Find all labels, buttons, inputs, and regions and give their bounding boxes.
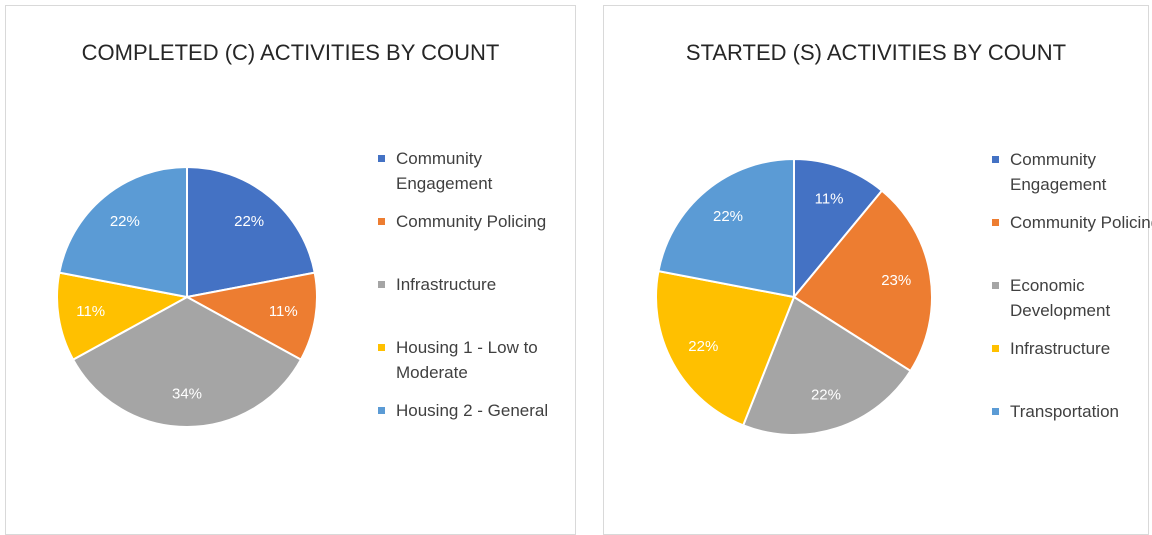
pie-slice bbox=[186, 165, 316, 299]
legend-label: Community Engagement bbox=[1010, 150, 1107, 194]
legend-label: Community Policing bbox=[1010, 213, 1152, 232]
legend-swatch bbox=[992, 345, 999, 352]
pie-slice bbox=[71, 295, 303, 428]
pie-slice bbox=[793, 157, 884, 300]
legend-item: Community Engagement bbox=[378, 146, 556, 196]
legend-swatch bbox=[378, 218, 385, 225]
slice-label: 22% bbox=[811, 386, 841, 403]
legend-swatch bbox=[378, 281, 385, 288]
chart-panel: STARTED (S) ACTIVITIES BY COUNT 11% 23% 22… bbox=[603, 5, 1152, 535]
legend-swatch bbox=[992, 408, 999, 415]
legend-label: Community Engagement bbox=[396, 149, 493, 193]
legend-label: Economic Development bbox=[1010, 276, 1111, 320]
pie-slice bbox=[741, 295, 912, 436]
legend-label: Community Policing bbox=[396, 212, 547, 231]
legend-item: Infrastructure bbox=[378, 272, 556, 297]
legend-item: Housing 1 - Low to Moderate bbox=[378, 335, 556, 385]
pie: 11% 23% 22% 22% 22% bbox=[655, 157, 933, 436]
slice-label: 22% bbox=[234, 213, 264, 230]
pie: 22% 11% 34% 11% 22% bbox=[56, 165, 318, 428]
legend-swatch bbox=[378, 407, 385, 414]
legend-label: Infrastructure bbox=[396, 275, 497, 294]
slice-label: 11% bbox=[269, 303, 298, 320]
legend-item: Community Policing bbox=[378, 209, 556, 234]
pie-slice bbox=[657, 157, 795, 299]
pie-slice bbox=[56, 271, 190, 361]
legend-item: Transportation bbox=[992, 399, 1152, 424]
pie-slice bbox=[184, 271, 318, 361]
slice-label: 34% bbox=[172, 385, 202, 402]
legend-swatch bbox=[378, 344, 385, 351]
pie-slice bbox=[58, 165, 188, 299]
legend-label: Transportation bbox=[1010, 402, 1119, 421]
legend-item: Infrastructure bbox=[992, 336, 1152, 361]
legend-item: Community Policing bbox=[992, 210, 1152, 235]
legend-label: Housing 2 - General bbox=[396, 401, 549, 420]
pie-slice bbox=[792, 189, 933, 373]
legend-swatch bbox=[992, 282, 999, 289]
legend-swatch bbox=[992, 219, 999, 226]
chart-title: COMPLETED (C) ACTIVITIES BY COUNT bbox=[81, 40, 500, 65]
legend-label: Housing 1 - Low to Moderate bbox=[396, 338, 538, 382]
slice-label: 22% bbox=[110, 213, 140, 230]
pie-slice bbox=[655, 269, 796, 427]
legend-label: Infrastructure bbox=[1010, 339, 1111, 358]
chart-title: STARTED (S) ACTIVITIES BY COUNT bbox=[685, 40, 1067, 65]
slice-label: 23% bbox=[881, 272, 911, 289]
slice-label: 11% bbox=[76, 303, 105, 320]
slice-label: 22% bbox=[713, 208, 743, 225]
slice-label: 11% bbox=[815, 191, 844, 208]
legend-item: Housing 2 - General bbox=[378, 398, 556, 423]
legend-item: Community Engagement bbox=[992, 147, 1152, 197]
legend-swatch bbox=[992, 156, 999, 163]
legend-swatch bbox=[378, 155, 385, 162]
chart-panel: COMPLETED (C) ACTIVITIES BY COUNT 22% 11%… bbox=[5, 5, 576, 535]
legend-item: Economic Development bbox=[992, 273, 1152, 323]
slice-label: 22% bbox=[688, 338, 718, 355]
